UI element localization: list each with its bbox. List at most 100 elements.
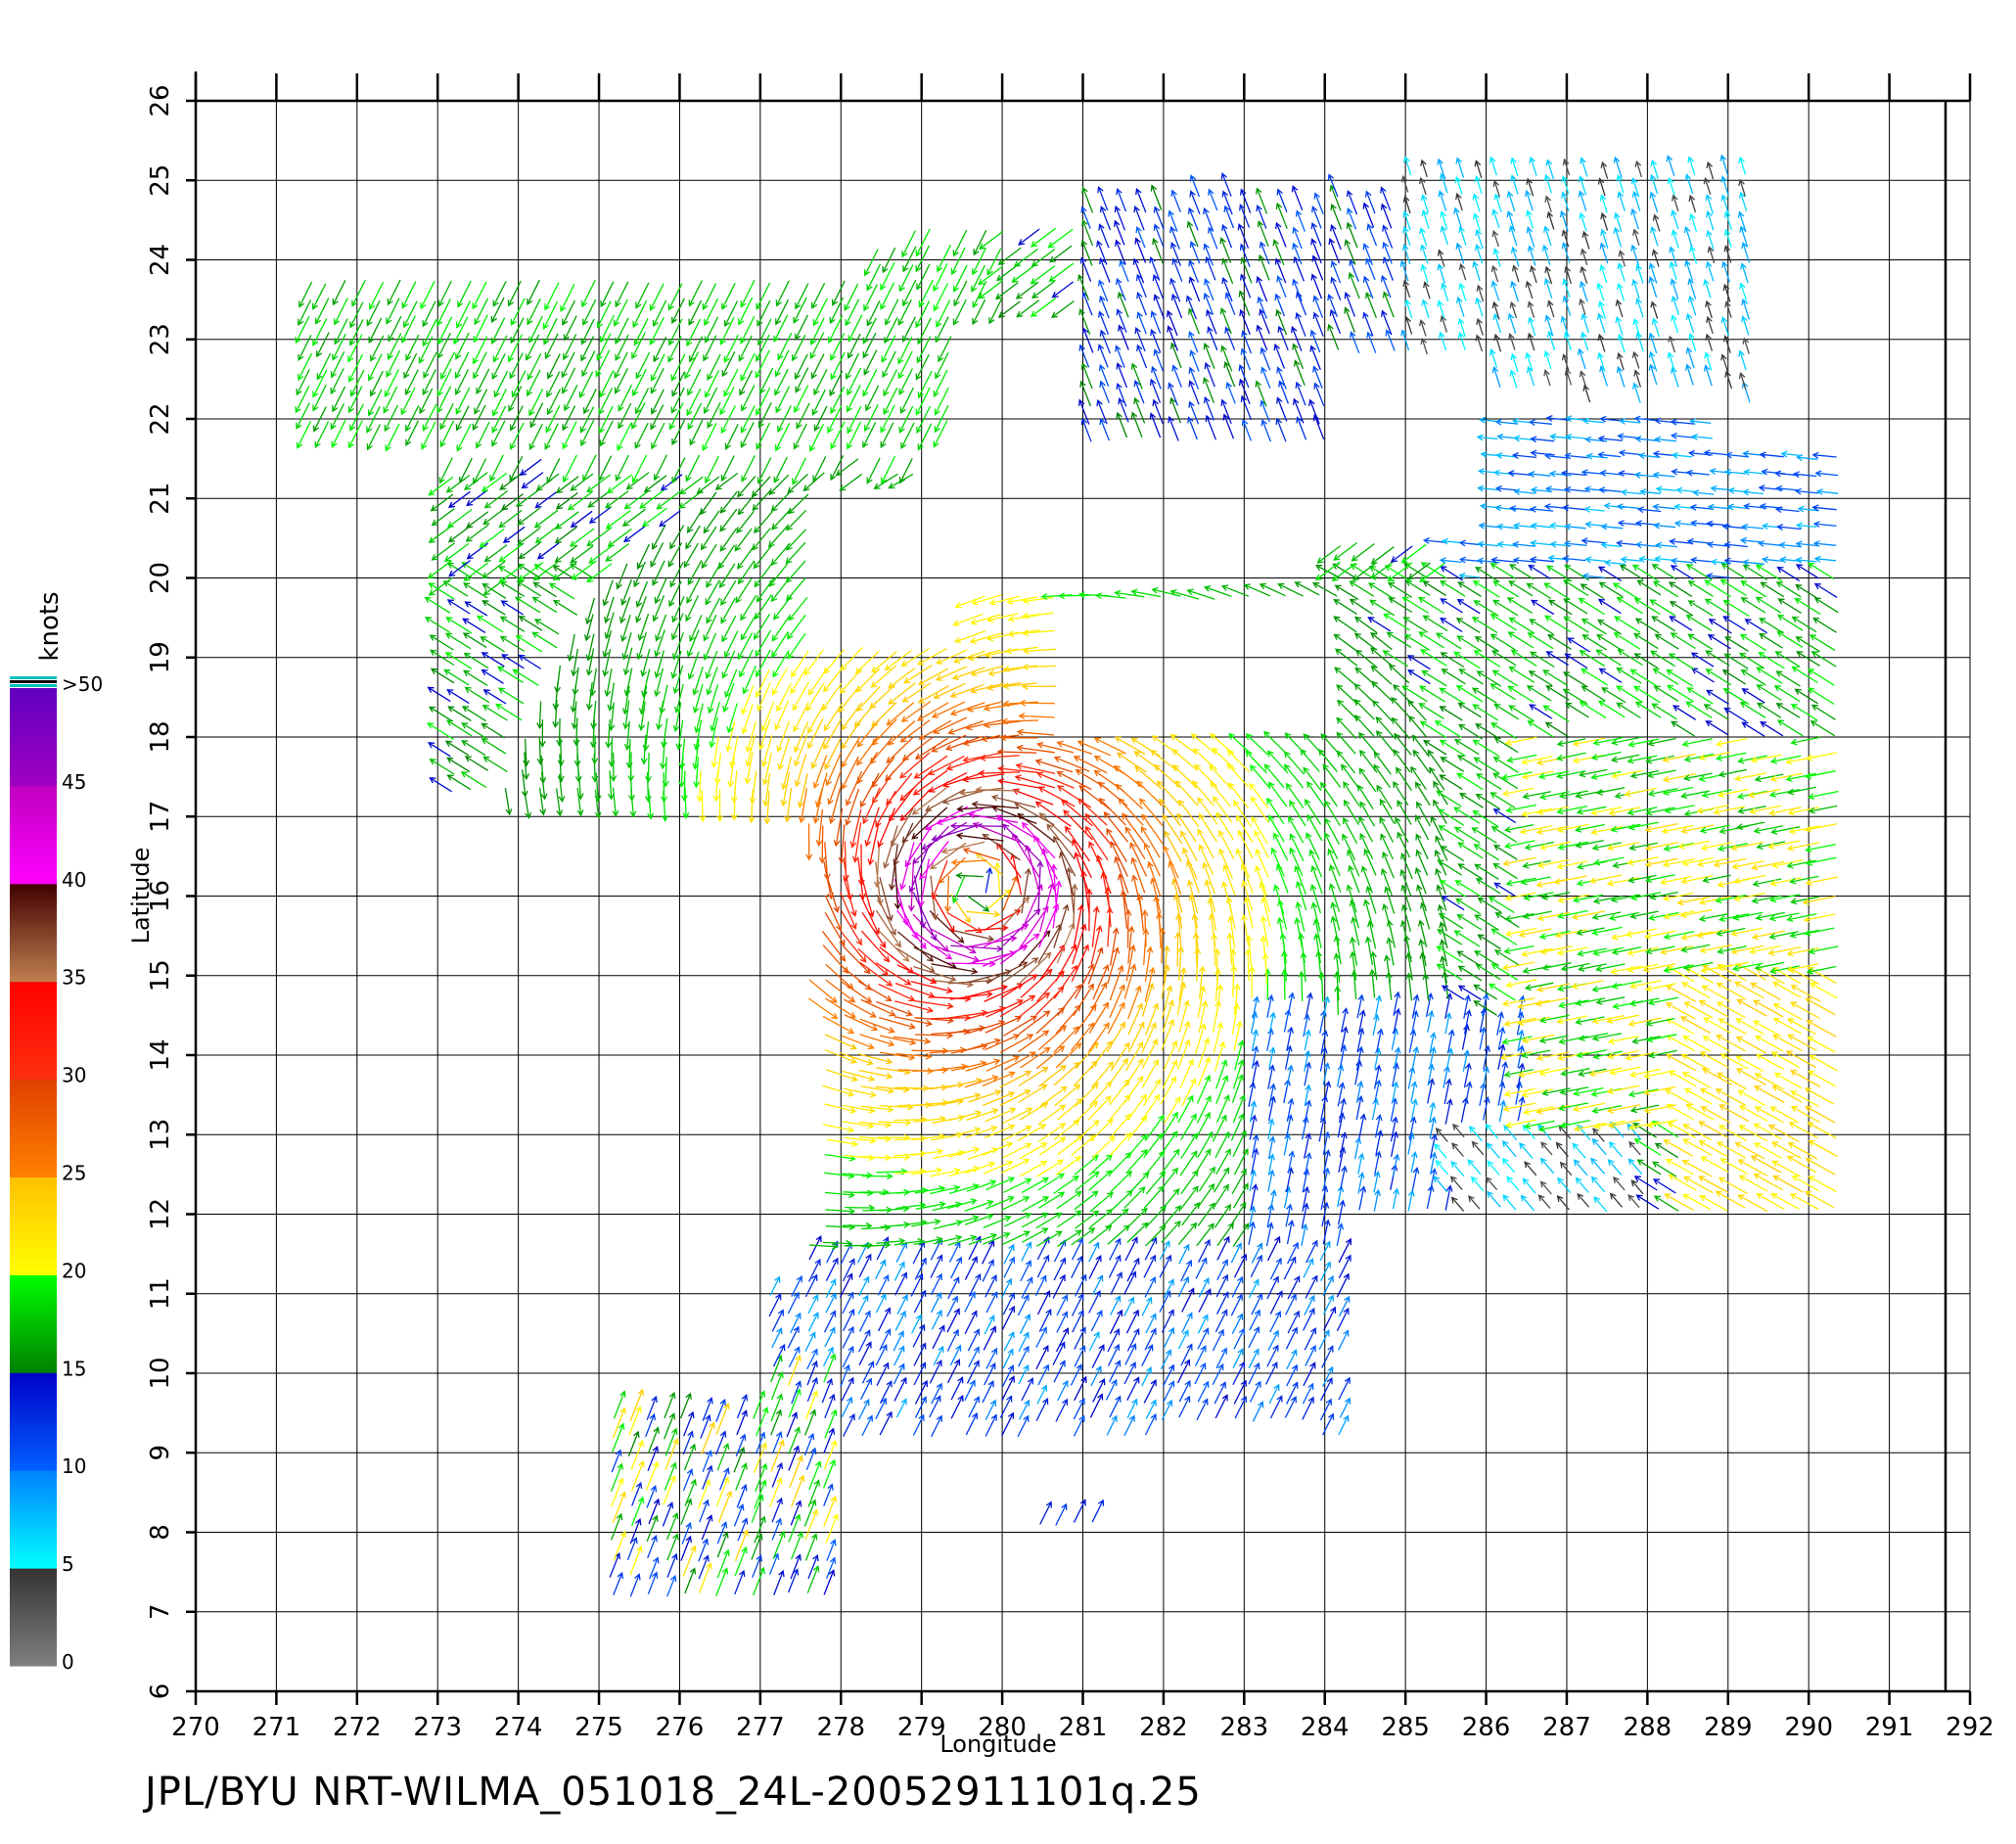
wind-vector (1405, 972, 1413, 1001)
wind-vector (1250, 796, 1269, 823)
wind-vector (385, 423, 400, 452)
wind-vector (1666, 668, 1693, 687)
wind-vector (912, 1323, 926, 1348)
wind-vector (821, 682, 843, 712)
wind-vector (1226, 932, 1234, 966)
wind-vector (830, 455, 845, 482)
wind-vector (1333, 598, 1357, 615)
wind-vector (1035, 1344, 1049, 1370)
wind-vector (1296, 416, 1307, 440)
wind-vector (1133, 205, 1145, 231)
wind-vector (1306, 781, 1325, 807)
wind-vector (1213, 1167, 1230, 1193)
wind-vector (1203, 292, 1214, 315)
wind-vector (1440, 652, 1465, 668)
wind-vector (1223, 205, 1235, 229)
wind-vector (899, 719, 931, 743)
wind-vector (1003, 1213, 1032, 1227)
wind-vector (1472, 212, 1482, 232)
wind-vector (1655, 541, 1677, 549)
wind-vector (856, 752, 878, 785)
wind-vector (536, 542, 560, 560)
wind-vector (1225, 381, 1236, 404)
wind-vector (1419, 319, 1427, 337)
wind-vector (1487, 1190, 1501, 1208)
wind-vector (672, 665, 684, 695)
wind-vector (842, 1258, 855, 1282)
wind-vector (1805, 1158, 1836, 1176)
wind-vector (1031, 280, 1055, 300)
wind-vector (829, 370, 844, 397)
wind-vector (936, 807, 984, 826)
wind-vector (1177, 1222, 1198, 1246)
wind-vector (1254, 829, 1270, 859)
wind-vector (1662, 858, 1695, 868)
wind-vector (1391, 1027, 1399, 1050)
wind-vector (1806, 965, 1837, 975)
wind-vector (947, 1359, 961, 1384)
wind-vector (997, 247, 1022, 265)
wind-vector (420, 280, 435, 310)
wind-vector (1303, 1258, 1314, 1278)
wind-vector (1715, 1191, 1746, 1209)
wind-vector (1667, 684, 1694, 703)
wind-vector (848, 314, 863, 343)
wind-vector (672, 702, 682, 733)
wind-vector (931, 1309, 942, 1330)
wind-vector (1038, 1136, 1067, 1156)
wind-vector (947, 719, 985, 735)
wind-vector (1286, 1381, 1299, 1405)
wind-vector (824, 1191, 856, 1199)
wind-vector (901, 807, 933, 844)
wind-vector (1388, 664, 1410, 684)
wind-vector (588, 506, 612, 524)
wind-vector (1741, 241, 1751, 263)
wind-vector (1163, 1380, 1175, 1403)
wind-vector (1494, 418, 1519, 426)
wind-vector (999, 994, 1036, 1018)
wind-vector (1703, 177, 1712, 195)
wind-vector (1661, 824, 1694, 835)
wind-vector (635, 596, 647, 623)
wind-vector (1473, 600, 1499, 617)
wind-vector (1522, 791, 1551, 800)
wind-vector (1310, 238, 1322, 264)
wind-vector (1106, 828, 1127, 862)
x-tick-label: 281 (1059, 1713, 1108, 1742)
wind-vector (1754, 773, 1784, 783)
wind-vector (647, 1571, 659, 1594)
wind-vector (804, 1331, 816, 1352)
wind-vector (803, 1498, 817, 1527)
wind-vector (804, 1273, 818, 1298)
wind-vector (1530, 436, 1555, 443)
wind-vector (983, 703, 1020, 712)
wind-vector (523, 752, 529, 781)
wind-vector (1590, 1157, 1606, 1175)
wind-vector (1453, 651, 1481, 669)
wind-vector (808, 997, 839, 1020)
wind-vector (1683, 1001, 1714, 1019)
wind-vector (1344, 239, 1356, 265)
wind-vector (1671, 468, 1696, 476)
wind-vector (656, 700, 664, 731)
wind-vector (1215, 811, 1234, 841)
wind-vector (1144, 1327, 1157, 1351)
wind-vector (1002, 1230, 1031, 1245)
wind-vector (1706, 573, 1730, 579)
wind-vector (875, 909, 901, 948)
wind-vector (643, 475, 667, 493)
wind-vector (1109, 1395, 1122, 1418)
wind-vector (1019, 1160, 1048, 1177)
wind-vector (482, 756, 508, 773)
wind-vector (806, 1360, 818, 1386)
wind-vector (1699, 824, 1730, 834)
wind-vector (539, 756, 547, 785)
wind-vector (429, 649, 455, 667)
wind-vector (855, 668, 881, 693)
wind-vector (787, 1354, 802, 1387)
wind-vector (985, 866, 993, 894)
wind-vector (771, 667, 789, 696)
wind-vector (822, 1124, 855, 1133)
wind-vector (1240, 347, 1252, 371)
wind-vector (1126, 1376, 1140, 1401)
